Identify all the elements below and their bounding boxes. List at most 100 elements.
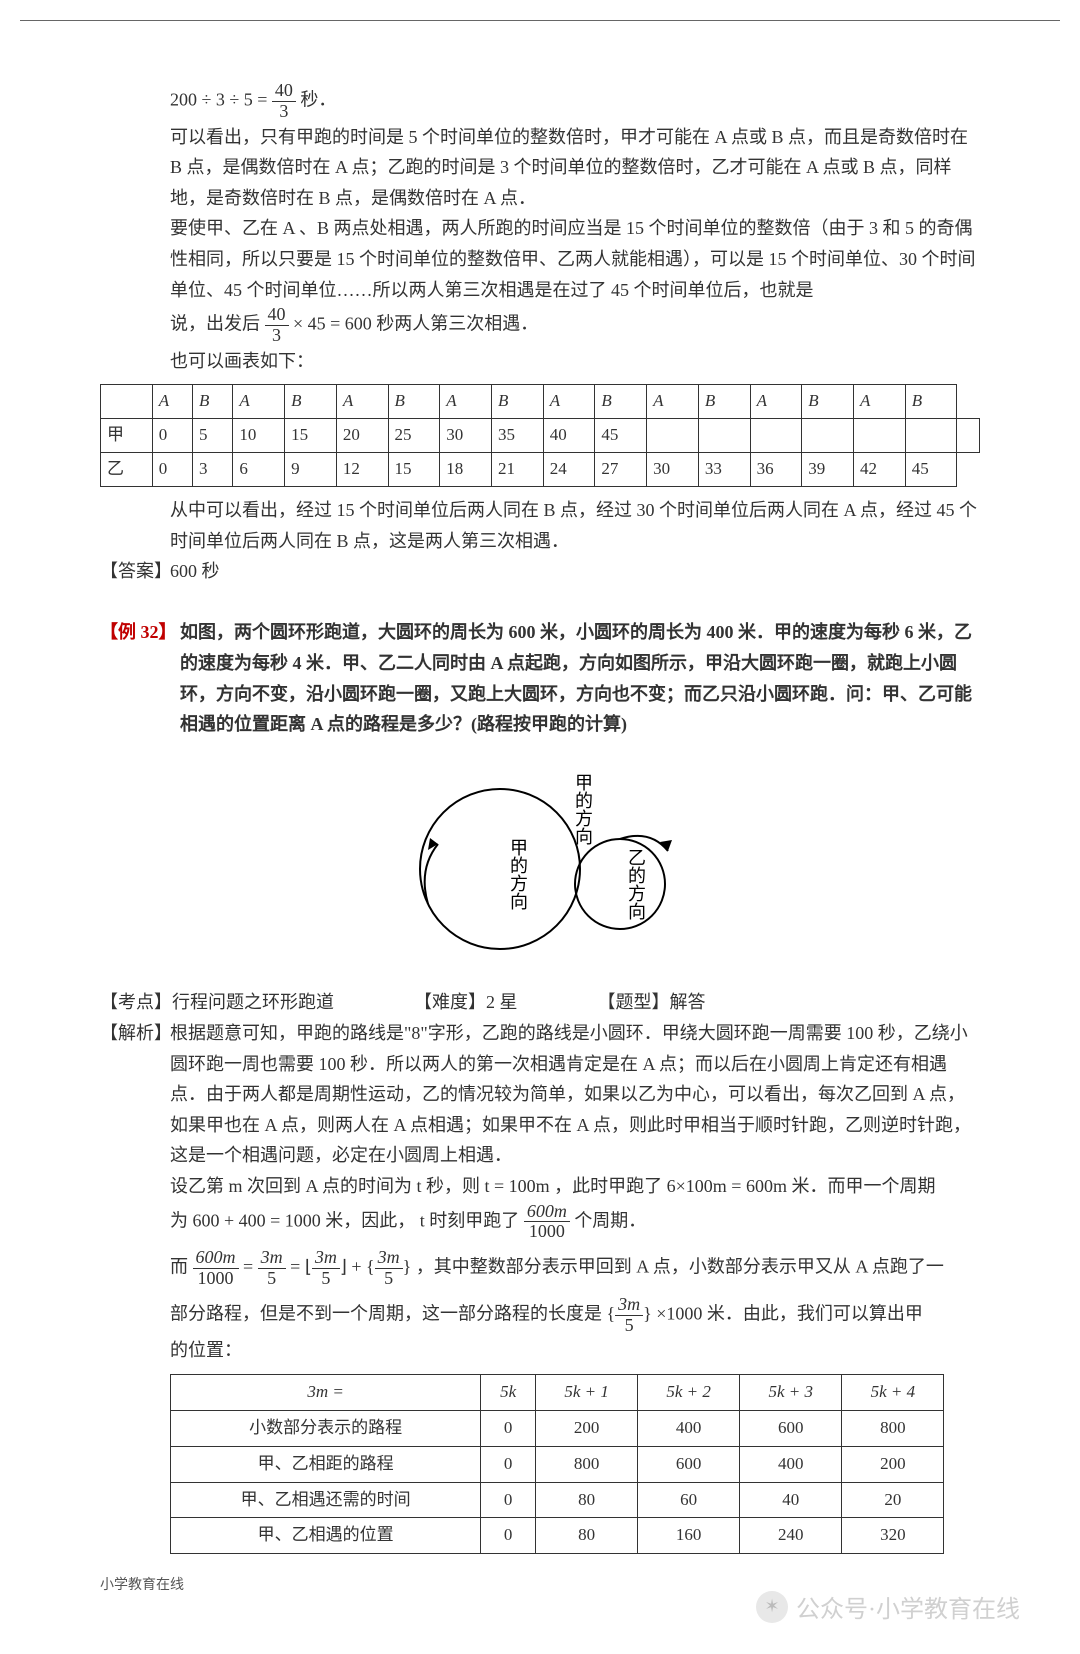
table-cell: 5k — [481, 1374, 536, 1410]
answer-label: 【答案】 — [100, 556, 170, 587]
table-cell: A — [854, 385, 906, 419]
table-cell: 80 — [536, 1482, 638, 1518]
table-cell — [854, 419, 906, 453]
table-cell: 400 — [638, 1410, 740, 1446]
table-cell: A — [750, 385, 802, 419]
table-cell: 15 — [285, 419, 337, 453]
table-cell: 3 — [193, 453, 233, 487]
result-table: 3m =5k5k + 15k + 25k + 35k + 4 小数部分表示的路程… — [170, 1374, 944, 1554]
table-cell — [647, 419, 699, 453]
circles-diagram: 甲 的 方 向 甲 的 方 向 乙 的 方 向 — [100, 754, 980, 974]
table-cell: B — [595, 385, 647, 419]
table-cell: B — [698, 385, 750, 419]
table-cell: B — [491, 385, 543, 419]
para-4: 也可以画表如下： — [100, 346, 980, 377]
para-2: 要使甲、乙在 A 、B 两点处相遇，两人所跑的时间应当是 15 个时间单位的整数… — [100, 213, 980, 305]
table-cell: 36 — [750, 453, 802, 487]
table-cell: 27 — [595, 453, 647, 487]
table-cell: A — [152, 385, 192, 419]
frac-40-3: 40 3 — [272, 81, 296, 122]
table-cell: 5k + 2 — [638, 1374, 740, 1410]
example-row: 【例 32】 如图，两个圆环形跑道，大圆环的周长为 600 米，小圆环的周长为 … — [100, 617, 980, 739]
table-cell: 5k + 4 — [842, 1374, 944, 1410]
table-cell: 600 — [638, 1446, 740, 1482]
table-cell: 160 — [638, 1518, 740, 1554]
table-cell — [101, 385, 153, 419]
table-cell: B — [388, 385, 440, 419]
table-cell: 35 — [491, 419, 543, 453]
svg-text:方: 方 — [628, 884, 646, 904]
eq-lhs: 200 ÷ 3 ÷ 5 = — [170, 89, 267, 109]
table-cell: 乙 — [101, 453, 153, 487]
analysis-body: 根据题意可知，甲跑的路线是"8"字形，乙跑的路线是小圆环．甲绕大圆环跑一周需要 … — [170, 1018, 980, 1366]
table-cell: 40 — [543, 419, 595, 453]
table-cell: 20 — [842, 1482, 944, 1518]
svg-text:向: 向 — [628, 902, 646, 922]
table-cell: 80 — [536, 1518, 638, 1554]
table-cell: 39 — [802, 453, 854, 487]
table-cell: 0 — [481, 1482, 536, 1518]
table-cell: 6 — [233, 453, 285, 487]
svg-text:的: 的 — [628, 866, 646, 886]
frac-40-3b: 40 3 — [265, 305, 289, 346]
table-cell: 800 — [842, 1410, 944, 1446]
wechat-icon: ✶ — [756, 1591, 788, 1623]
table-cell: 5k + 3 — [740, 1374, 842, 1410]
svg-text:的: 的 — [510, 856, 528, 876]
table-cell: 12 — [336, 453, 388, 487]
table-cell: 0 — [152, 453, 192, 487]
table-cell: 320 — [842, 1518, 944, 1554]
table-cell: 40 — [740, 1482, 842, 1518]
table-cell: 5k + 1 — [536, 1374, 638, 1410]
table-cell: 25 — [388, 419, 440, 453]
table-cell: 0 — [481, 1410, 536, 1446]
para-3: 说，出发后 40 3 × 45 = 600 秒两人第三次相遇． — [100, 305, 980, 346]
table-cell: 60 — [638, 1482, 740, 1518]
table-cell: 0 — [152, 419, 192, 453]
table-cell — [698, 419, 750, 453]
table-cell: 20 — [336, 419, 388, 453]
answer-text: 600 秒 — [170, 556, 980, 587]
table-cell: A — [336, 385, 388, 419]
table-cell: 甲、乙相遇的位置 — [171, 1518, 481, 1554]
table-cell: 24 — [543, 453, 595, 487]
table-cell: 3m = — [171, 1374, 481, 1410]
table-cell: 240 — [740, 1518, 842, 1554]
table-cell: 200 — [842, 1446, 944, 1482]
table-cell: 甲、乙相距的路程 — [171, 1446, 481, 1482]
table-cell: B — [802, 385, 854, 419]
table-cell: 42 — [854, 453, 906, 487]
table-cell: 15 — [388, 453, 440, 487]
watermark: ✶ 公众号·小学教育在线 — [756, 1589, 1020, 1624]
analysis-row: 【解析】 根据题意可知，甲跑的路线是"8"字形，乙跑的路线是小圆环．甲绕大圆环跑… — [100, 1018, 980, 1366]
table-cell: 800 — [536, 1446, 638, 1482]
table-cell: B — [193, 385, 233, 419]
example-head: 【例 32】 — [100, 617, 180, 739]
table-cell: B — [905, 385, 957, 419]
table-cell: A — [440, 385, 492, 419]
table-cell: 5 — [193, 419, 233, 453]
svg-text:的: 的 — [575, 791, 593, 811]
answer-row: 【答案】 600 秒 — [100, 556, 980, 587]
table-cell: 400 — [740, 1446, 842, 1482]
para-1: 可以看出，只有甲跑的时间是 5 个时间单位的整数倍时，甲才可能在 A 点或 B … — [100, 122, 980, 214]
table-cell: 小数部分表示的路程 — [171, 1410, 481, 1446]
table-cell: A — [233, 385, 285, 419]
table-cell — [957, 419, 980, 453]
table-cell: 600 — [740, 1410, 842, 1446]
example-body: 如图，两个圆环形跑道，大圆环的周长为 600 米，小圆环的周长为 400 米．甲… — [180, 617, 980, 739]
table-cell: 0 — [481, 1518, 536, 1554]
eq-line: 200 ÷ 3 ÷ 5 = 40 3 秒． — [100, 81, 980, 122]
time-table: ABABABABABABABAB 甲051015202530354045 乙03… — [100, 384, 980, 487]
table-cell: A — [647, 385, 699, 419]
svg-text:方: 方 — [510, 874, 528, 894]
table-cell: 200 — [536, 1410, 638, 1446]
meta-row: 【考点】行程问题之环形跑道 【难度】2 星 【题型】解答 — [100, 987, 980, 1018]
table-cell: 甲、乙相遇还需的时间 — [171, 1482, 481, 1518]
table-cell — [905, 419, 957, 453]
table-cell: 30 — [440, 419, 492, 453]
svg-text:甲: 甲 — [510, 838, 528, 858]
svg-text:乙: 乙 — [628, 848, 646, 868]
table-cell: 18 — [440, 453, 492, 487]
label-top: 甲 — [575, 773, 593, 793]
